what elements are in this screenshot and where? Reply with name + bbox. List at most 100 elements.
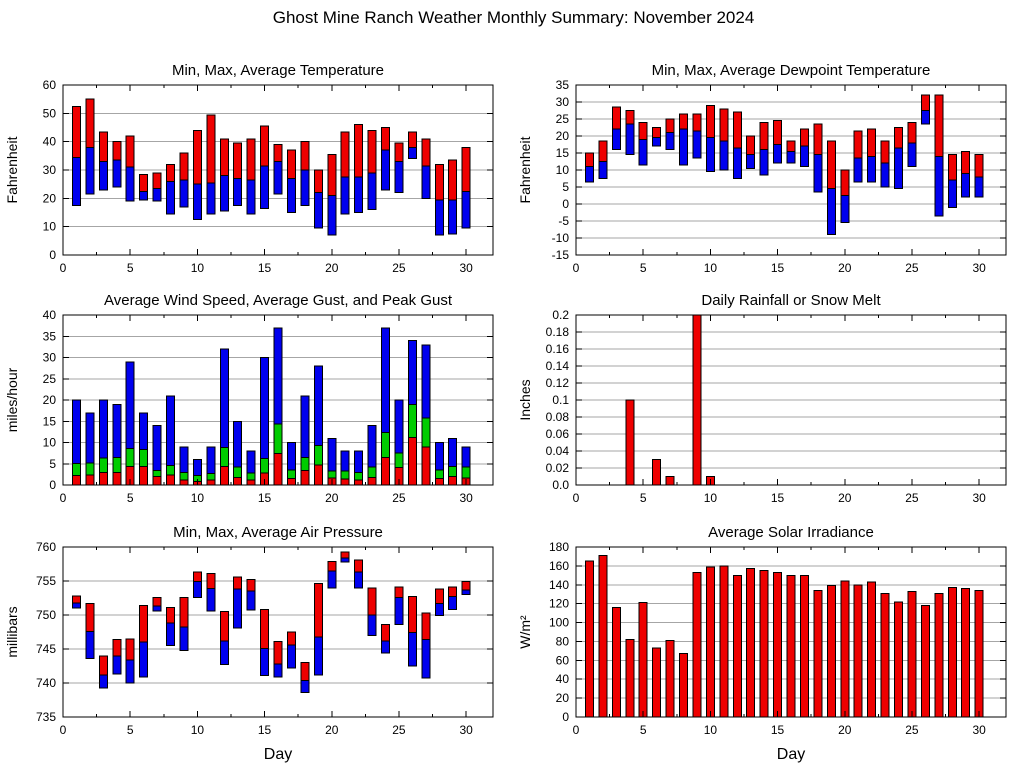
rainfall-ytick-label: 0.0	[552, 478, 569, 492]
temperature-ytick-label: 50	[43, 106, 57, 120]
dewpoint-day15-min-to-avg	[773, 144, 783, 164]
solar-day5-value	[638, 602, 648, 718]
pressure-day1-avg-to-max	[71, 595, 81, 604]
dewpoint-day26-min-to-avg	[920, 110, 930, 125]
dewpoint-xtick-label: 25	[905, 261, 919, 275]
temperature-day3-avg-to-max	[98, 131, 108, 162]
wind-day14-peak-gust	[246, 450, 256, 474]
wind-day6-avg-gust	[139, 449, 149, 467]
pressure-day13-min-to-avg	[233, 588, 243, 629]
solar-day18-value	[813, 589, 823, 718]
pressure-day15-min-to-avg	[260, 647, 270, 677]
solar-xtick-label: 25	[905, 723, 919, 737]
wind-day14-avg-wind	[246, 479, 256, 486]
temperature-day16-avg-to-max	[273, 144, 283, 162]
dewpoint-day22-avg-to-max	[867, 128, 877, 157]
wind-title: Average Wind Speed, Average Gust, and Pe…	[104, 292, 453, 309]
rainfall-ytick-label: 0.12	[546, 376, 570, 390]
wind-day17-peak-gust	[286, 442, 296, 471]
temperature-ytick-label: 0	[49, 248, 56, 262]
temperature-day25-avg-to-max	[394, 142, 404, 163]
rainfall-day6-value	[652, 459, 662, 486]
wind-day16-avg-gust	[273, 423, 283, 455]
dewpoint-day15-avg-to-max	[773, 120, 783, 145]
pressure-day2-min-to-avg	[85, 630, 95, 660]
pressure-day10-avg-to-max	[192, 571, 202, 583]
wind-xtick-label: 15	[258, 491, 272, 505]
solar-day6-value	[652, 647, 662, 718]
solar-day16-value	[786, 574, 796, 718]
wind-day4-avg-wind	[112, 472, 122, 486]
solar-day7-value	[665, 640, 675, 718]
pressure-day9-avg-to-max	[179, 596, 189, 628]
pressure-ytick-label: 750	[36, 608, 56, 622]
pressure-day25-avg-to-max	[394, 586, 404, 598]
rainfall-plot-area	[575, 314, 1007, 486]
wind-day28-avg-wind	[434, 478, 444, 486]
dewpoint-day27-min-to-avg	[934, 155, 944, 217]
wind-day11-peak-gust	[206, 446, 216, 475]
temperature-day15-min-to-avg	[260, 165, 270, 209]
pressure-svg: 0 5 10 15 20 25 30 735 740 745 750 755 760 Min, Max, …	[4, 524, 494, 763]
pressure-day24-min-to-avg	[381, 640, 390, 654]
temperature-title: Min, Max, Average Temperature	[172, 62, 384, 79]
dewpoint-day12-min-to-avg	[732, 147, 742, 180]
wind-day2-avg-wind	[85, 474, 95, 486]
solar-day23-value	[880, 592, 890, 718]
dewpoint-day2-avg-to-max	[598, 140, 608, 162]
rainfall-xtick-label: 15	[771, 491, 785, 505]
chart-rainfall: 0 5 10 15 20 25 30 0.0 0.02 0.04 0.06 0.08 0.1 0.12 0.…	[513, 285, 1027, 515]
pressure-day28-min-to-avg	[434, 602, 444, 617]
dewpoint-xtick-label: 20	[838, 261, 852, 275]
dewpoint-day2-min-to-avg	[598, 161, 608, 179]
wind-day30-avg-gust	[461, 466, 471, 479]
solar-day19-value	[826, 585, 836, 718]
pressure-day9-min-to-avg	[179, 626, 189, 651]
wind-day6-avg-wind	[139, 465, 149, 486]
dewpoint-day30-avg-to-max	[974, 154, 984, 178]
wind-ytick-label: 35	[43, 329, 57, 343]
dewpoint-ytick-label: -15	[552, 248, 570, 262]
wind-day30-peak-gust	[461, 446, 471, 468]
dewpoint-ytick-label: 25	[556, 112, 570, 126]
temperature-day2-avg-to-max	[85, 98, 95, 148]
temperature-ytick-label: 10	[43, 220, 57, 234]
wind-day8-avg-wind	[166, 474, 175, 486]
rainfall-xtick-label: 0	[573, 491, 580, 505]
rainfall-ytick-label: 0.04	[546, 444, 570, 458]
rainfall-ytick-label: 0.18	[546, 325, 570, 339]
temperature-ytick-label: 60	[43, 78, 57, 92]
wind-xtick-label: 10	[191, 491, 205, 505]
dewpoint-xtick-label: 15	[771, 261, 785, 275]
wind-day25-avg-gust	[394, 452, 404, 469]
temperature-day30-avg-to-max	[461, 146, 471, 192]
page-title: Ghost Mine Ranch Weather Monthly Summary…	[272, 8, 755, 27]
wind-day22-avg-wind	[354, 479, 364, 486]
chart-wind: 0 5 10 15 20 25 30 0 5 10 15 20 25 30 35 40 Average Wind…	[0, 285, 514, 515]
temperature-day23-avg-to-max	[367, 129, 377, 174]
wind-day28-peak-gust	[434, 442, 444, 471]
wind-day26-avg-gust	[407, 403, 417, 438]
temperature-ytick-label: 20	[43, 191, 57, 205]
dewpoint-plot-area	[575, 84, 1007, 256]
pressure-day13-avg-to-max	[233, 576, 243, 590]
wind-day21-peak-gust	[340, 450, 350, 472]
solar-day30-value	[974, 589, 984, 718]
pressure-day28-avg-to-max	[434, 588, 444, 604]
solar-day24-value	[894, 601, 903, 718]
pressure-day17-min-to-avg	[286, 644, 296, 669]
temperature-day5-avg-to-max	[125, 135, 135, 168]
wind-day1-avg-wind	[71, 475, 81, 486]
dewpoint-day23-min-to-avg	[880, 162, 890, 188]
pressure-day2-avg-to-max	[85, 602, 95, 632]
solar-ytick-label: 100	[549, 616, 569, 630]
solar-day21-value	[853, 584, 863, 718]
dewpoint-day7-avg-to-max	[665, 118, 675, 134]
dewpoint-day18-avg-to-max	[813, 123, 823, 156]
pressure-day20-min-to-avg	[327, 570, 337, 589]
temperature-day29-min-to-avg	[448, 199, 458, 235]
wind-ylabel: miles/hour	[4, 367, 20, 432]
wind-ytick-label: 15	[43, 414, 57, 428]
pressure-day3-avg-to-max	[98, 655, 108, 676]
solar-xtick-label: 15	[771, 723, 785, 737]
